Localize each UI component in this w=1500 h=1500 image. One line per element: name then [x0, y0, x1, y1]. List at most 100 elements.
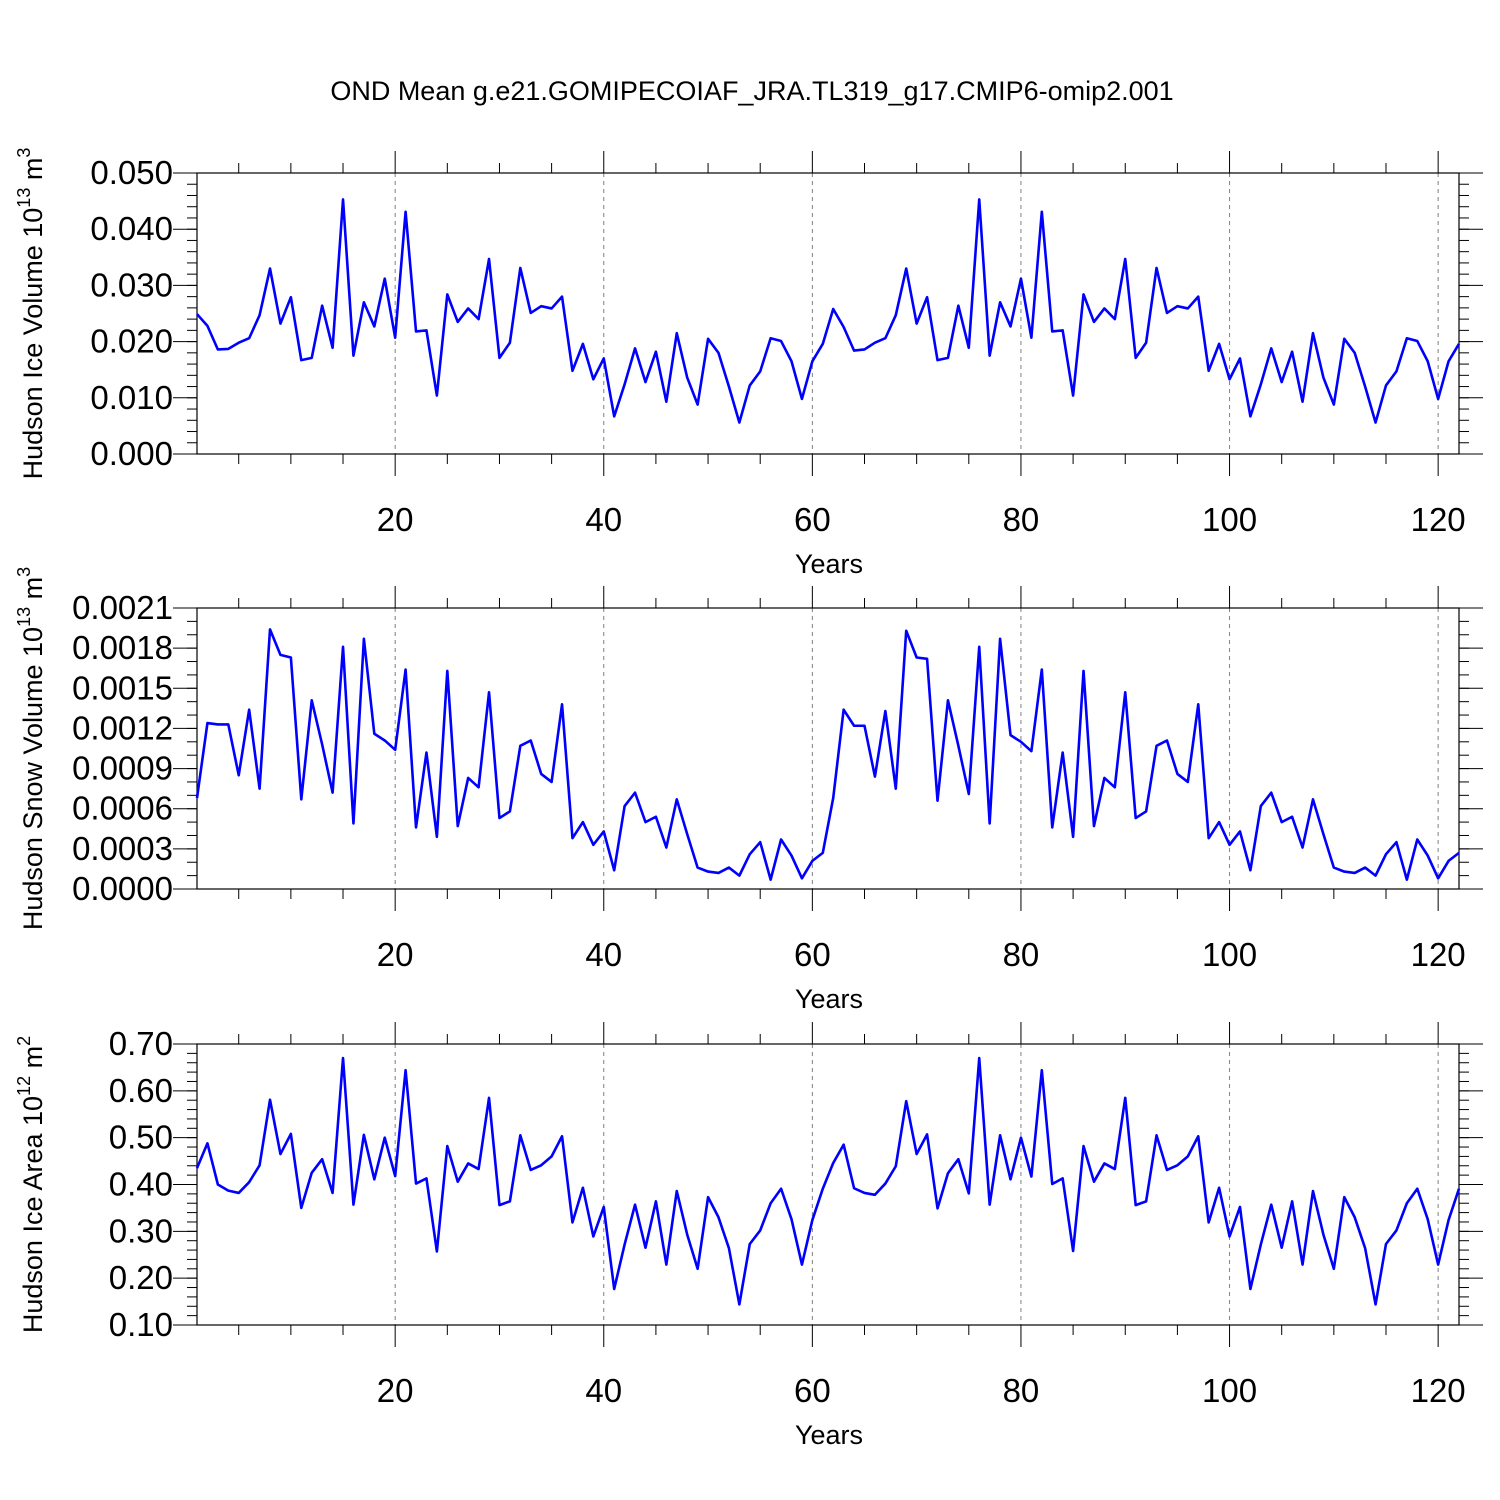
x-tick-label: 100: [1202, 936, 1257, 973]
data-point: [1041, 668, 1043, 671]
data-point: [697, 403, 699, 406]
data-point: [874, 1194, 876, 1196]
data-point: [373, 733, 375, 735]
data-point: [467, 1162, 469, 1165]
data-point: [926, 658, 928, 660]
x-axis-title: Years: [795, 549, 863, 579]
data-point: [1437, 1263, 1439, 1266]
data-point: [467, 777, 469, 779]
data-point: [1020, 278, 1022, 280]
x-tick-label: 20: [377, 936, 414, 973]
x-tick-label: 80: [1003, 501, 1040, 538]
data-point: [686, 376, 688, 379]
data-point: [707, 338, 709, 340]
data-point: [613, 869, 615, 871]
data-point: [1020, 1137, 1022, 1139]
data-point: [1009, 325, 1012, 328]
data-point: [843, 326, 845, 328]
data-point: [342, 646, 344, 648]
data-point: [384, 739, 386, 742]
data-point: [905, 267, 907, 270]
data-point: [676, 332, 678, 334]
data-point: [884, 710, 886, 712]
data-point: [895, 788, 897, 790]
y-tick-label: 0.0003: [72, 830, 173, 867]
y-tick-label: 0.040: [90, 210, 173, 247]
x-tick-label: 40: [585, 936, 622, 973]
data-point: [1239, 830, 1241, 833]
data-point: [1135, 357, 1137, 359]
data-point: [832, 797, 834, 799]
data-point: [551, 1155, 553, 1157]
data-point: [822, 852, 824, 854]
data-point: [759, 1229, 761, 1231]
data-point: [425, 1177, 428, 1180]
data-point: [1124, 691, 1126, 693]
data-point: [676, 1190, 678, 1192]
data-point: [1416, 340, 1418, 342]
data-point: [1051, 826, 1053, 829]
data-point: [717, 1216, 720, 1218]
data-point: [1009, 734, 1012, 736]
data-point: [217, 1183, 219, 1186]
data-point: [436, 836, 438, 838]
data-point: [936, 1207, 939, 1209]
data-point: [1020, 741, 1022, 743]
panel-2: 0.00000.00030.00060.00090.00120.00150.00…: [14, 567, 1483, 1014]
data-point: [352, 355, 355, 357]
data-point: [759, 370, 761, 372]
data-point: [1270, 792, 1272, 794]
data-point: [1406, 879, 1408, 881]
data-point: [415, 826, 417, 829]
y-tick-label: 0.10: [109, 1306, 173, 1343]
data-point: [1082, 1145, 1085, 1147]
data-point: [1124, 1097, 1126, 1099]
data-point: [1155, 1134, 1158, 1136]
data-points: [196, 1057, 1460, 1305]
data-point: [279, 323, 282, 325]
x-axis-title: Years: [795, 984, 863, 1014]
data-point: [916, 323, 918, 325]
data-point: [1051, 330, 1053, 333]
y-tick-label: 0.010: [90, 379, 173, 416]
x-tick-label: 80: [1003, 1372, 1040, 1409]
data-point: [728, 385, 730, 388]
data-point: [1343, 1196, 1345, 1198]
data-point: [999, 301, 1001, 303]
data-point: [519, 267, 521, 269]
data-point: [478, 786, 480, 788]
data-point: [248, 709, 250, 711]
data-point: [1103, 1162, 1105, 1165]
data-point: [1291, 1200, 1293, 1202]
data-point: [592, 1235, 594, 1238]
data-point: [269, 628, 271, 631]
data-point: [1187, 307, 1189, 310]
data-point: [1437, 877, 1439, 879]
data-point: [394, 749, 396, 751]
data-point: [1114, 786, 1116, 788]
data-point: [624, 805, 626, 807]
data-point: [665, 1263, 667, 1266]
data-point: [551, 307, 553, 310]
data-point: [1197, 703, 1199, 705]
series-line: [196, 198, 1461, 424]
data-point: [311, 357, 313, 359]
data-point: [342, 1057, 344, 1059]
y-tick-label: 0.50: [109, 1119, 173, 1156]
x-tick-label: 100: [1202, 1372, 1257, 1409]
data-point: [363, 638, 365, 640]
data-point: [978, 646, 980, 648]
x-tick-label: 80: [1003, 936, 1040, 973]
data-point: [728, 866, 730, 869]
data-point: [801, 398, 803, 400]
data-point: [405, 1069, 407, 1071]
data-point: [1249, 1288, 1251, 1290]
plot-frame: [196, 172, 1460, 455]
data-point: [822, 1188, 824, 1190]
data-point: [1072, 394, 1074, 397]
data-point: [1437, 398, 1439, 400]
data-point: [415, 1182, 417, 1185]
data-point: [770, 1202, 772, 1204]
x-tick-label: 40: [585, 501, 622, 538]
data-point: [258, 788, 261, 790]
